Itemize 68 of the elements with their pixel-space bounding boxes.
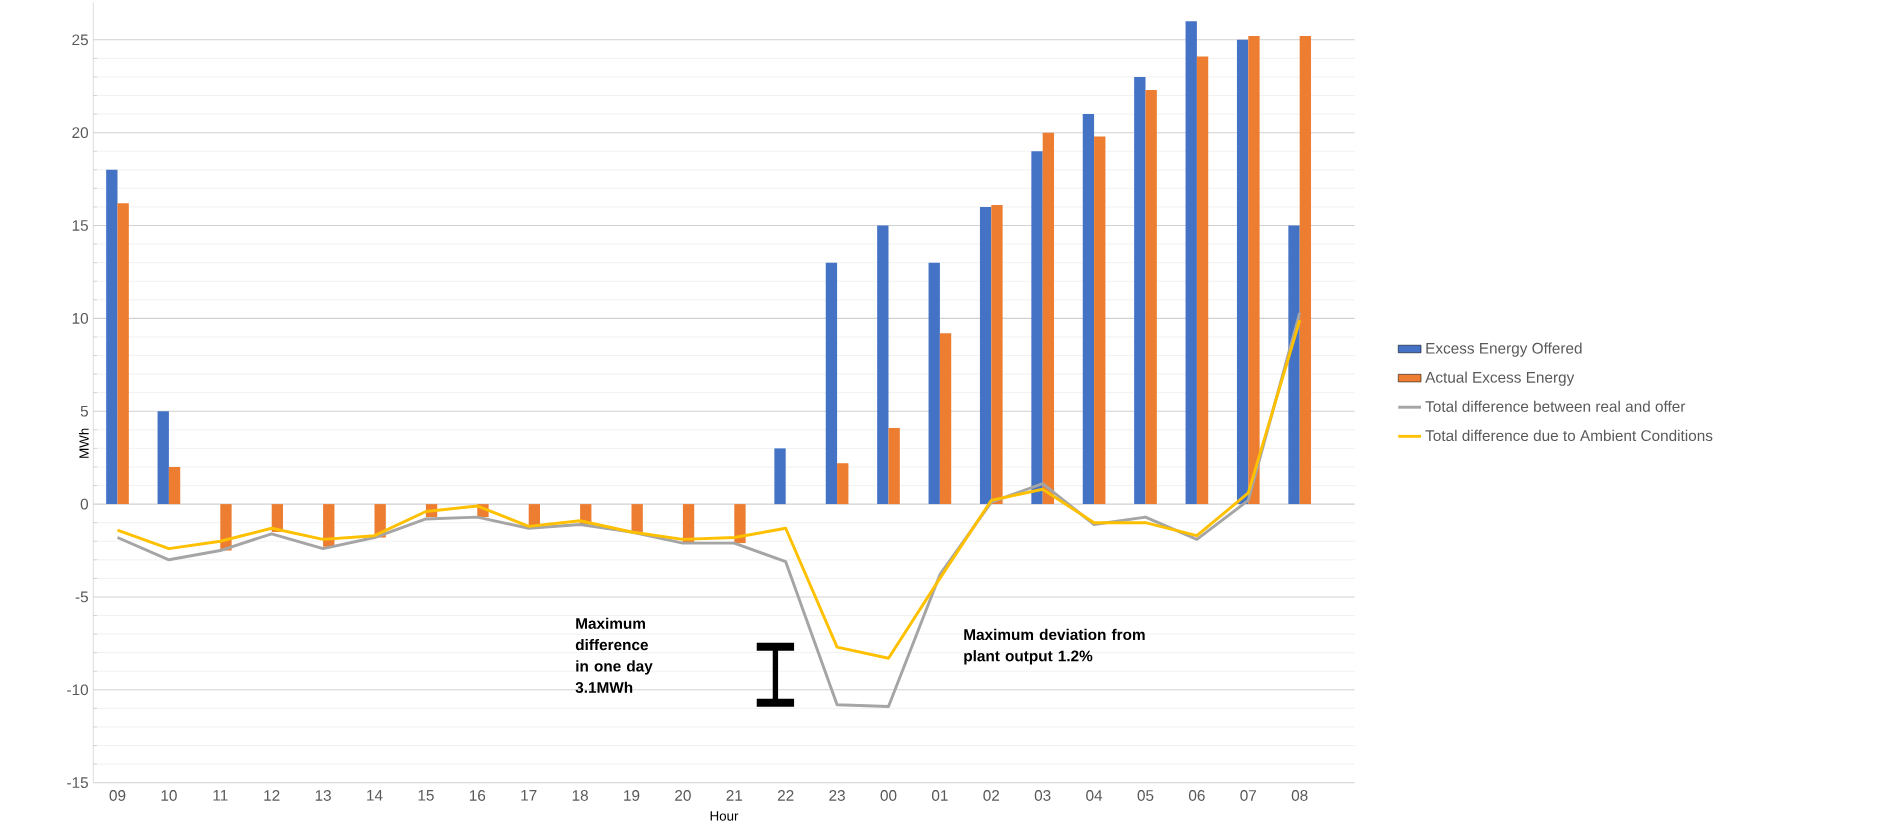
x-tick-label: 07 [1240, 790, 1257, 801]
bar [734, 504, 746, 544]
annotation: Maximum deviation from plant output 1.2% [964, 628, 1145, 665]
x-tick-label: 06 [1188, 790, 1205, 801]
x-tick-label: 04 [1086, 790, 1103, 801]
bar [928, 262, 940, 505]
x-tick-label: 14 [367, 790, 383, 801]
y-tick-label: 20 [72, 127, 89, 139]
y-tick-label: 0 [80, 498, 89, 510]
legend-label: Actual Excess Energy [1425, 371, 1575, 386]
bar [1236, 39, 1249, 505]
bar [991, 205, 1003, 505]
bar [631, 504, 643, 532]
x-tick-label: 03 [1034, 790, 1051, 801]
bar [1134, 76, 1146, 505]
x-tick-label: 09 [109, 790, 126, 801]
bar [1248, 36, 1260, 505]
bar [888, 427, 900, 505]
bar [1094, 136, 1106, 505]
x-tick-label: 18 [572, 790, 588, 801]
x-tick-label: 10 [161, 790, 177, 801]
bar [1299, 36, 1312, 505]
y-tick-label: -5 [75, 591, 88, 603]
bar [837, 463, 849, 505]
x-tick-label: 05 [1137, 790, 1154, 801]
y-tick-label: -10 [67, 684, 89, 696]
bar [877, 225, 889, 505]
bar [939, 333, 952, 505]
x-tick-label: 11 [213, 790, 228, 801]
x-tick-label: 22 [777, 790, 794, 801]
bar [117, 203, 129, 505]
x-tick-label: 16 [469, 790, 486, 801]
x-tick-label: 20 [675, 790, 691, 801]
bar [157, 411, 169, 505]
x-tick-label: 17 [521, 790, 537, 801]
legend-label: Excess Energy Offered [1426, 342, 1582, 357]
x-tick-label: 23 [829, 790, 845, 801]
bar [1185, 21, 1197, 505]
x-tick-label: 15 [418, 790, 434, 801]
y-axis-title: MWh [78, 428, 89, 458]
x-tick-label: 13 [315, 790, 331, 801]
bar [106, 169, 118, 505]
x-tick-label: 19 [624, 790, 640, 801]
bar [1196, 56, 1209, 505]
y-tick-label: 10 [72, 312, 89, 324]
legend-label: Total difference due to Ambient Conditions [1425, 429, 1713, 442]
legend-label: Total difference between real and offer [1425, 400, 1686, 412]
bar [1145, 89, 1157, 505]
bar [774, 448, 786, 505]
bar [1042, 132, 1055, 505]
y-tick-label: 5 [80, 405, 88, 417]
annotation: Maximum difference in one day 3.1MWh [575, 617, 653, 693]
x-tick-label: 21 [726, 790, 743, 801]
x-tick-label: 12 [264, 790, 280, 801]
x-axis-title: Hour [710, 811, 739, 821]
y-tick-label: -15 [67, 777, 88, 789]
x-tick-label: 08 [1291, 790, 1308, 801]
bar [168, 466, 181, 505]
bar [1031, 151, 1043, 505]
bar [1288, 225, 1300, 505]
y-tick-label: 25 [72, 34, 88, 46]
x-tick-label: 00 [880, 790, 897, 801]
x-tick-label: 02 [983, 790, 1000, 801]
bar [979, 206, 992, 505]
x-tick-label: 01 [931, 790, 948, 801]
y-tick-label: 15 [72, 220, 88, 231]
bar [1082, 114, 1095, 505]
bar [825, 262, 838, 505]
